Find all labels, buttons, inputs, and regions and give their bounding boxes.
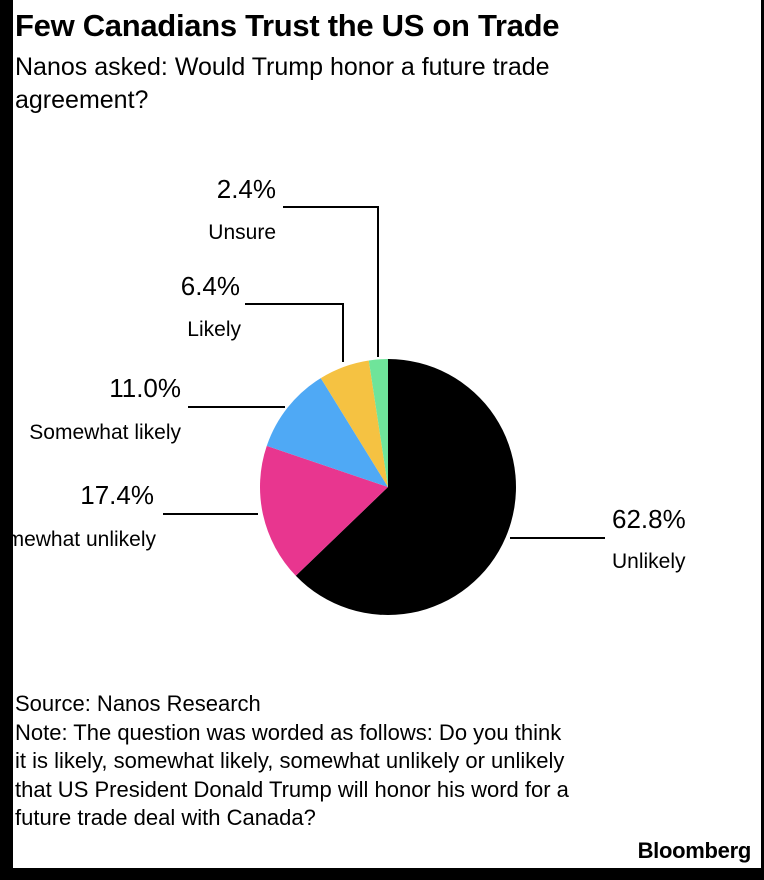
pie-slice-likely <box>320 360 388 487</box>
category-label-unlikely: Unlikely <box>612 550 686 573</box>
question-note: Note: The question was worded as follows… <box>15 719 569 831</box>
data-label-unsure: 2.4% <box>217 174 276 204</box>
data-label-somewhat-likely: 11.0% <box>109 373 181 403</box>
pie-slice-somewhat-unlikely <box>259 445 388 576</box>
category-label-somewhat-likely: Somewhat likely <box>29 421 181 444</box>
category-label-somewhat-unlikely: Somewhat unlikely <box>13 528 156 551</box>
data-label-somewhat-unlikely: 17.4% <box>80 480 154 510</box>
leader-line-likely <box>245 303 344 362</box>
chart-subtitle: Nanos asked: Would Trump honor a future … <box>15 53 550 114</box>
leader-line-unsure <box>283 206 379 357</box>
category-label-likely: Likely <box>187 318 241 341</box>
chart-card: Few Canadians Trust the US on Trade Nano… <box>13 0 761 868</box>
pie-slice-somewhat-likely <box>266 378 388 487</box>
data-label-unlikely: 62.8% <box>612 504 686 534</box>
pie-chart: 62.8% Unlikely 17.4% Somewhat unlikely 11.0%… <box>13 174 686 615</box>
source-note: Source: Nanos Research <box>15 691 261 716</box>
pie-slice-unsure <box>368 359 388 487</box>
bloomberg-logo: Bloomberg <box>637 838 752 863</box>
data-label-likely: 6.4% <box>181 271 240 301</box>
chart-footer: Source: Nanos Research Note: The questio… <box>15 690 575 833</box>
category-label-unsure: Unsure <box>208 221 276 244</box>
chart-title: Few Canadians Trust the US on Trade <box>15 8 560 43</box>
pie-slice-unlikely <box>295 359 516 615</box>
